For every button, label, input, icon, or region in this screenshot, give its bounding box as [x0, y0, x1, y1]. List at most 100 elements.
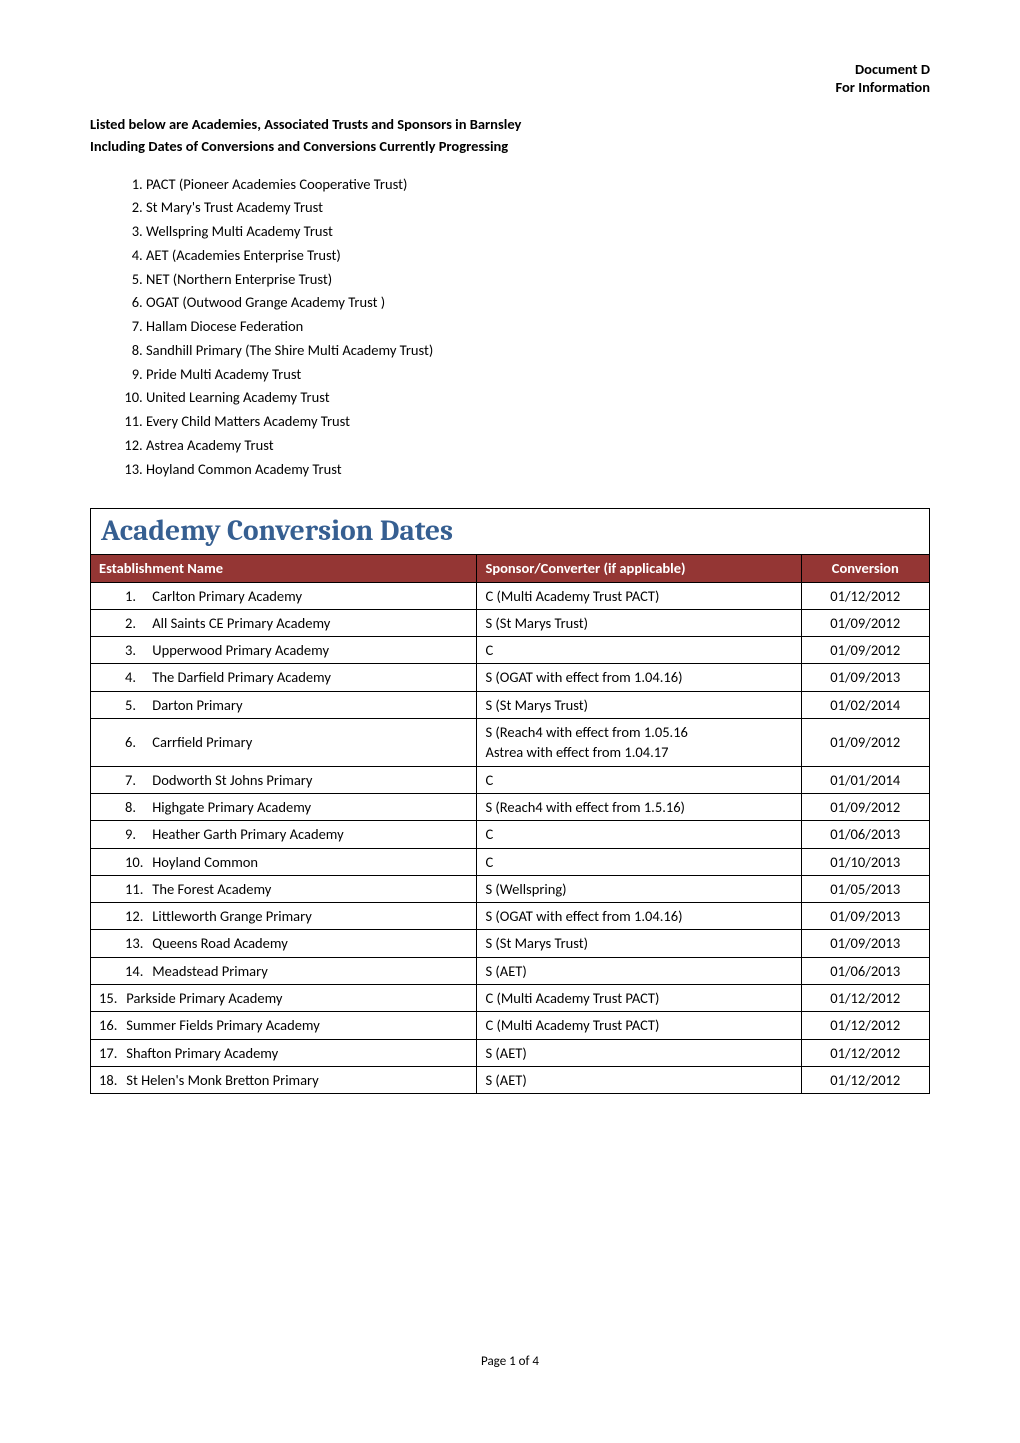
row-number: 13. [125, 933, 149, 953]
table-row: 4. The Darfield Primary AcademyS (OGAT w… [91, 664, 930, 691]
table-header-cell: Conversion [801, 555, 929, 582]
sponsor-cell: S (OGAT with effect from 1.04.16) [477, 664, 801, 691]
conversion-date-cell: 01/09/2012 [801, 609, 929, 636]
conversion-date-cell: 01/09/2012 [801, 719, 929, 767]
establishment-name-cell: 7. Dodworth St Johns Primary [91, 766, 477, 793]
table-row: 18. St Helen's Monk Bretton PrimaryS (AE… [91, 1066, 930, 1093]
sponsor-cell: S (St Marys Trust) [477, 691, 801, 718]
establishment-name-cell: 10. Hoyland Common [91, 848, 477, 875]
establishment-name-cell: 18. St Helen's Monk Bretton Primary [91, 1066, 477, 1093]
table-row: 3. Upperwood Primary AcademyC01/09/2012 [91, 637, 930, 664]
conversion-date-cell: 01/06/2013 [801, 957, 929, 984]
list-item: PACT (Pioneer Academies Cooperative Trus… [146, 174, 930, 196]
table-row: 7. Dodworth St Johns PrimaryC01/01/2014 [91, 766, 930, 793]
sponsor-cell: S (AET) [477, 1039, 801, 1066]
sponsor-cell: S (St Marys Trust) [477, 609, 801, 636]
conversion-date-cell: 01/06/2013 [801, 821, 929, 848]
subheading-line-2: Including Dates of Conversions and Conve… [90, 136, 930, 158]
academy-conversion-table: Establishment NameSponsor/Converter (if … [90, 554, 930, 1094]
establishment-name-cell: 2. All Saints CE Primary Academy [91, 609, 477, 636]
row-number: 15. [99, 988, 123, 1008]
table-row: 12. Littleworth Grange PrimaryS (OGAT wi… [91, 903, 930, 930]
table-row: 1. Carlton Primary AcademyC (Multi Acade… [91, 582, 930, 609]
list-item: Astrea Academy Trust [146, 435, 930, 457]
list-item: Wellspring Multi Academy Trust [146, 221, 930, 243]
establishment-name-cell: 15. Parkside Primary Academy [91, 985, 477, 1012]
sponsor-cell: C [477, 766, 801, 793]
row-number: 11. [125, 879, 149, 899]
establishment-name-cell: 12. Littleworth Grange Primary [91, 903, 477, 930]
row-number: 9. [125, 824, 149, 844]
table-body: 1. Carlton Primary AcademyC (Multi Acade… [91, 582, 930, 1094]
table-row: 8. Highgate Primary AcademyS (Reach4 wit… [91, 793, 930, 820]
section-title-academy-conversion-dates: Academy Conversion Dates [90, 508, 930, 554]
conversion-date-cell: 01/10/2013 [801, 848, 929, 875]
conversion-date-cell: 01/02/2014 [801, 691, 929, 718]
sponsor-cell: C [477, 637, 801, 664]
table-row: 5. Darton PrimaryS (St Marys Trust)01/02… [91, 691, 930, 718]
establishment-name-cell: 8. Highgate Primary Academy [91, 793, 477, 820]
list-item: NET (Northern Enterprise Trust) [146, 269, 930, 291]
list-item: OGAT (Outwood Grange Academy Trust ) [146, 292, 930, 314]
list-item: Hallam Diocese Federation [146, 316, 930, 338]
establishment-name-cell: 3. Upperwood Primary Academy [91, 637, 477, 664]
table-row: 2. All Saints CE Primary AcademyS (St Ma… [91, 609, 930, 636]
list-item: St Mary's Trust Academy Trust [146, 197, 930, 219]
table-row: 9. Heather Garth Primary AcademyC01/06/2… [91, 821, 930, 848]
table-row: 15. Parkside Primary AcademyC (Multi Aca… [91, 985, 930, 1012]
trusts-list: PACT (Pioneer Academies Cooperative Trus… [90, 174, 930, 481]
establishment-name-cell: 17. Shafton Primary Academy [91, 1039, 477, 1066]
row-number: 10. [125, 852, 149, 872]
sponsor-cell: S (Wellspring) [477, 875, 801, 902]
list-item: Hoyland Common Academy Trust [146, 459, 930, 481]
conversion-date-cell: 01/12/2012 [801, 1012, 929, 1039]
table-header-row: Establishment NameSponsor/Converter (if … [91, 555, 930, 582]
list-item: Sandhill Primary (The Shire Multi Academ… [146, 340, 930, 362]
sponsor-cell: S (Reach4 with effect from 1.5.16) [477, 793, 801, 820]
row-number: 4. [125, 667, 149, 687]
row-number: 2. [125, 613, 149, 633]
sponsor-cell: C (Multi Academy Trust PACT) [477, 582, 801, 609]
sponsor-cell: C (Multi Academy Trust PACT) [477, 1012, 801, 1039]
page-footer: Page 1 of 4 [90, 1354, 930, 1369]
conversion-date-cell: 01/12/2012 [801, 582, 929, 609]
conversion-date-cell: 01/09/2012 [801, 637, 929, 664]
row-number: 16. [99, 1015, 123, 1035]
establishment-name-cell: 9. Heather Garth Primary Academy [91, 821, 477, 848]
table-header-cell: Sponsor/Converter (if applicable) [477, 555, 801, 582]
table-row: 17. Shafton Primary AcademyS (AET)01/12/… [91, 1039, 930, 1066]
conversion-date-cell: 01/01/2014 [801, 766, 929, 793]
sponsor-cell: S (AET) [477, 957, 801, 984]
establishment-name-cell: 1. Carlton Primary Academy [91, 582, 477, 609]
row-number: 12. [125, 906, 149, 926]
conversion-date-cell: 01/12/2012 [801, 985, 929, 1012]
conversion-date-cell: 01/09/2012 [801, 793, 929, 820]
row-number: 14. [125, 961, 149, 981]
establishment-name-cell: 14. Meadstead Primary [91, 957, 477, 984]
list-item: AET (Academies Enterprise Trust) [146, 245, 930, 267]
establishment-name-cell: 16. Summer Fields Primary Academy [91, 1012, 477, 1039]
row-number: 3. [125, 640, 149, 660]
conversion-date-cell: 01/09/2013 [801, 903, 929, 930]
establishment-name-cell: 4. The Darfield Primary Academy [91, 664, 477, 691]
sponsor-cell: C (Multi Academy Trust PACT) [477, 985, 801, 1012]
sponsor-cell: C [477, 848, 801, 875]
table-row: 16. Summer Fields Primary AcademyC (Mult… [91, 1012, 930, 1039]
table-row: 10. Hoyland CommonC01/10/2013 [91, 848, 930, 875]
table-row: 11. The Forest AcademyS (Wellspring)01/0… [91, 875, 930, 902]
row-number: 8. [125, 797, 149, 817]
conversion-date-cell: 01/12/2012 [801, 1066, 929, 1093]
subheading-line-1: Listed below are Academies, Associated T… [90, 114, 930, 136]
row-number: 17. [99, 1043, 123, 1063]
row-number: 5. [125, 695, 149, 715]
sponsor-cell: S (Reach4 with effect from 1.05.16 Astre… [477, 719, 801, 767]
sponsor-cell: S (OGAT with effect from 1.04.16) [477, 903, 801, 930]
sponsor-cell: S (St Marys Trust) [477, 930, 801, 957]
conversion-date-cell: 01/09/2013 [801, 930, 929, 957]
document-title: Document D [90, 60, 930, 78]
list-item: Every Child Matters Academy Trust [146, 411, 930, 433]
row-number: 6. [125, 732, 149, 752]
establishment-name-cell: 11. The Forest Academy [91, 875, 477, 902]
table-header-cell: Establishment Name [91, 555, 477, 582]
list-item: Pride Multi Academy Trust [146, 364, 930, 386]
